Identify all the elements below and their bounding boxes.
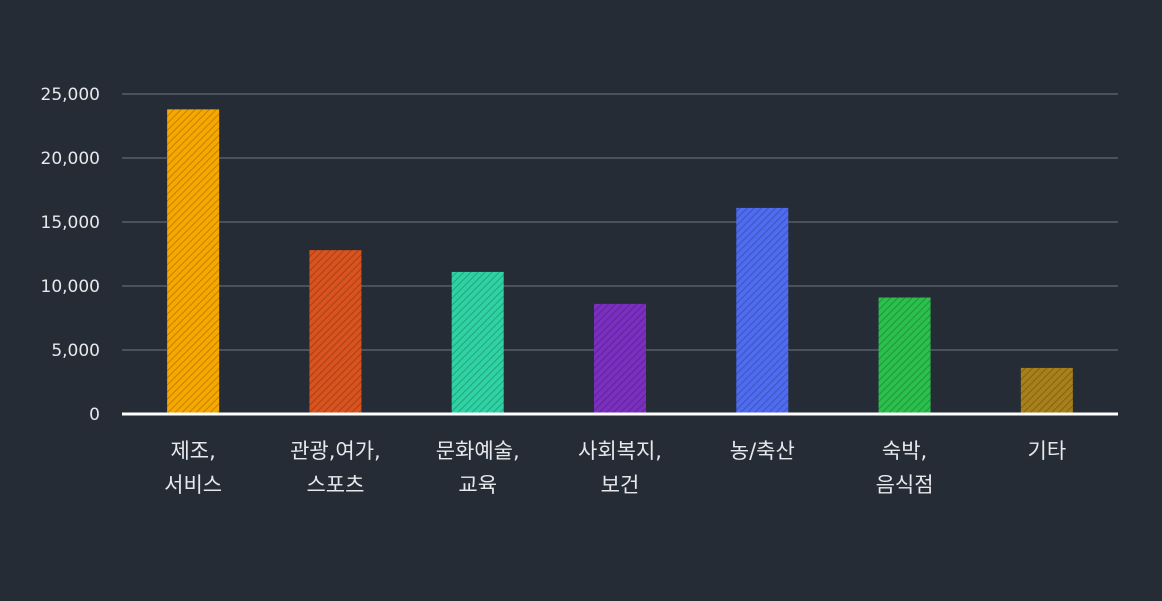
bar-layer: [167, 109, 1073, 415]
bar: [594, 303, 646, 414]
x-category-label: 제조, 서비스: [164, 439, 222, 497]
bar: [167, 109, 220, 415]
y-tick-label: 25,000: [41, 85, 100, 105]
y-tick-label: 0: [89, 405, 100, 425]
bar: [451, 271, 504, 414]
y-tick-label: 15,000: [41, 213, 100, 233]
x-category-label: 사회복지, 보건: [578, 439, 662, 497]
bar: [1020, 367, 1073, 414]
y-tick-label: 20,000: [41, 149, 100, 169]
y-tick-label: 10,000: [41, 277, 100, 297]
grid-layer: [122, 93, 1118, 351]
x-category-label: 숙박, 음식점: [876, 439, 934, 497]
x-category-label: 농/축산: [730, 439, 795, 463]
x-category-label: 관광,여가, 스포츠: [290, 439, 381, 497]
bar: [736, 207, 789, 414]
axis-layer: 0 5,000 10,000 15,000 20,000 25,000: [41, 85, 1118, 425]
bar: [309, 250, 362, 414]
bar: [878, 297, 931, 414]
label-layer: 제조, 서비스 관광,여가, 스포츠 문화예술, 교육 사회복지, 보건 농/축산 숙박, 음식점 기…: [164, 439, 1066, 497]
y-tick-label: 5,000: [51, 341, 100, 361]
x-category-label: 문화예술, 교육: [436, 439, 520, 497]
x-category-label: 기타: [1028, 439, 1067, 463]
